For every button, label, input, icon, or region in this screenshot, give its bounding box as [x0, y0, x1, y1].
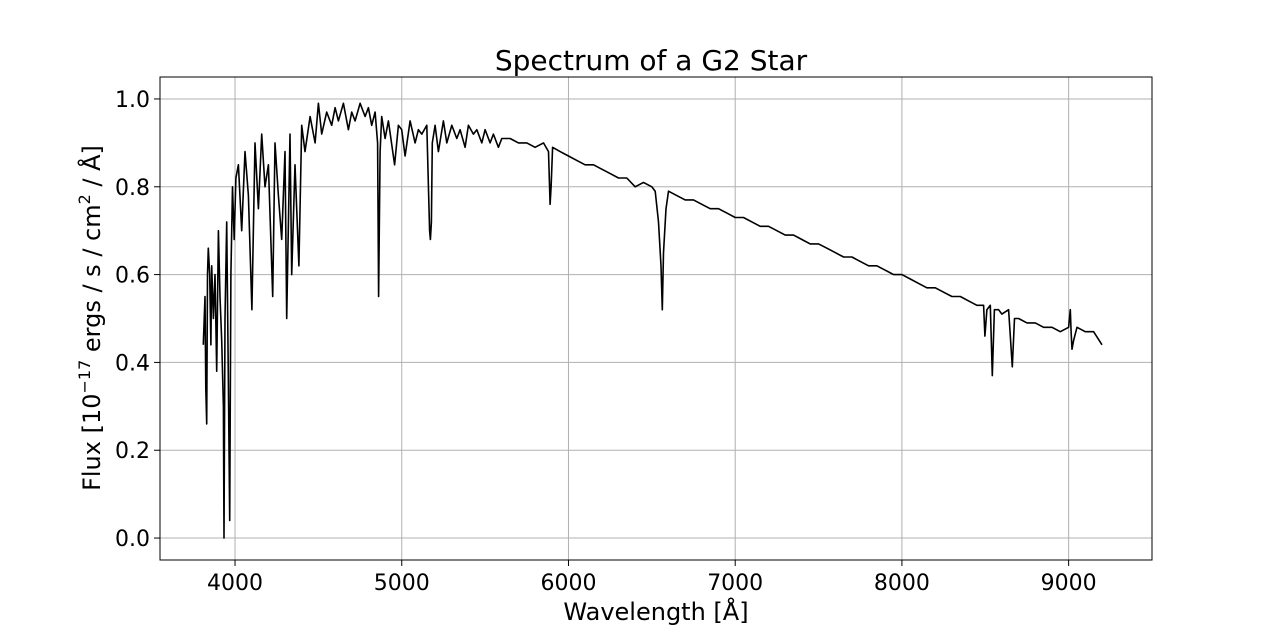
- y-label-exponent2: 2: [75, 194, 94, 204]
- x-ticks: 4000 5000 6000 7000 8000 9000: [207, 560, 1097, 596]
- y-label-prefix: Flux [10: [78, 394, 106, 491]
- grid: [160, 77, 1152, 560]
- x-tick-label: 5000: [374, 571, 430, 596]
- y-tick-label: 0.8: [115, 176, 150, 201]
- y-tick-label: 0.0: [115, 527, 150, 552]
- y-label-middle: ergs / s / cm: [78, 204, 106, 359]
- y-label-suffix: / Å]: [77, 145, 106, 194]
- x-axis-label: Wavelength [Å]: [563, 597, 748, 626]
- x-tick-label: 7000: [707, 571, 763, 596]
- plot-frame: [159, 76, 1153, 561]
- chart-title: Spectrum of a G2 Star: [495, 44, 808, 77]
- y-axis-label: Flux [10−17 ergs / s / cm2 / Å]: [75, 145, 106, 491]
- x-tick-label: 8000: [874, 571, 930, 596]
- x-tick-label: 6000: [540, 571, 596, 596]
- y-tick-label: 0.6: [115, 264, 150, 289]
- x-tick-label: 9000: [1041, 571, 1097, 596]
- y-tick-label: 0.2: [115, 439, 150, 464]
- y-ticks: 0.0 0.2 0.4 0.6 0.8 1.0: [115, 88, 160, 552]
- y-tick-label: 1.0: [115, 88, 150, 113]
- spectrum-line: [202, 102, 1103, 539]
- series-layer: [202, 102, 1103, 539]
- y-tick-label: 0.4: [115, 351, 150, 376]
- y-label-exponent: −17: [75, 360, 94, 394]
- x-tick-label: 4000: [207, 571, 263, 596]
